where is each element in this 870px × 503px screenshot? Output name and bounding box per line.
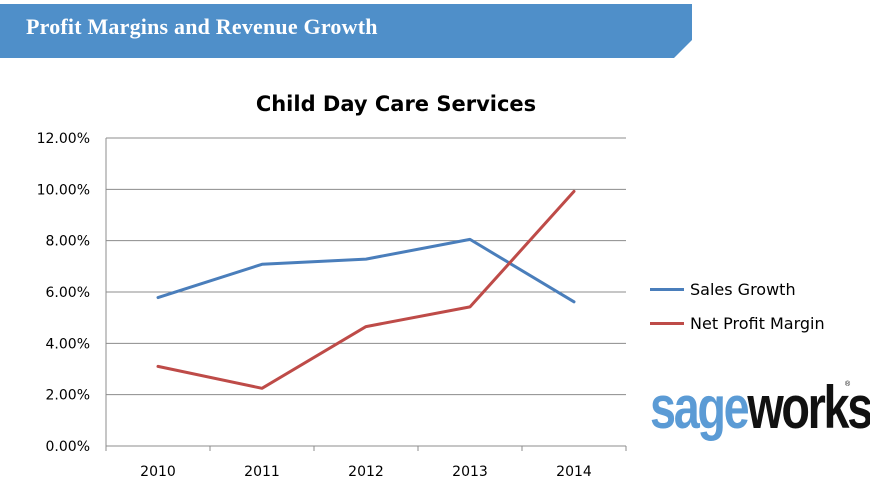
logo-registered-mark: ® bbox=[845, 381, 851, 388]
y-tick-label: 8.00% bbox=[46, 234, 90, 250]
y-tick-label: 0.00% bbox=[46, 439, 90, 455]
y-tick-label: 2.00% bbox=[46, 388, 90, 404]
legend-label-net-profit-margin: Net Profit Margin bbox=[690, 313, 825, 333]
page-title: Profit Margins and Revenue Growth bbox=[26, 14, 378, 39]
chart-legend: Sales Growth Net Profit Margin bbox=[650, 278, 825, 346]
x-tick-label: 2012 bbox=[348, 464, 384, 480]
x-tick-label: 2010 bbox=[140, 464, 176, 480]
y-tick-label: 10.00% bbox=[37, 182, 90, 198]
y-tick-label: 6.00% bbox=[46, 285, 90, 301]
x-tick-label: 2014 bbox=[556, 464, 592, 480]
banner-background bbox=[0, 4, 692, 58]
legend-swatch-sales-growth bbox=[650, 287, 684, 291]
chart-title: Child Day Care Services bbox=[256, 92, 536, 116]
series-line-net-profit-margin bbox=[156, 189, 576, 390]
y-tick-label: 4.00% bbox=[46, 336, 90, 352]
legend-swatch-net-profit-margin bbox=[650, 321, 684, 325]
series-line-sales-growth bbox=[156, 237, 576, 304]
legend-item-sales-growth: Sales Growth bbox=[650, 278, 825, 300]
y-tick-label: 12.00% bbox=[37, 131, 90, 147]
logo-part-works: works bbox=[747, 374, 870, 441]
x-tick-label: 2011 bbox=[244, 464, 280, 480]
legend-label-sales-growth: Sales Growth bbox=[690, 279, 796, 299]
header-banner: Profit Margins and Revenue Growth bbox=[0, 0, 692, 58]
legend-item-net-profit-margin: Net Profit Margin bbox=[650, 312, 825, 334]
logo-part-sage: sage bbox=[650, 374, 750, 441]
sageworks-logo: sageworks bbox=[650, 372, 870, 444]
x-tick-label: 2013 bbox=[452, 464, 488, 480]
